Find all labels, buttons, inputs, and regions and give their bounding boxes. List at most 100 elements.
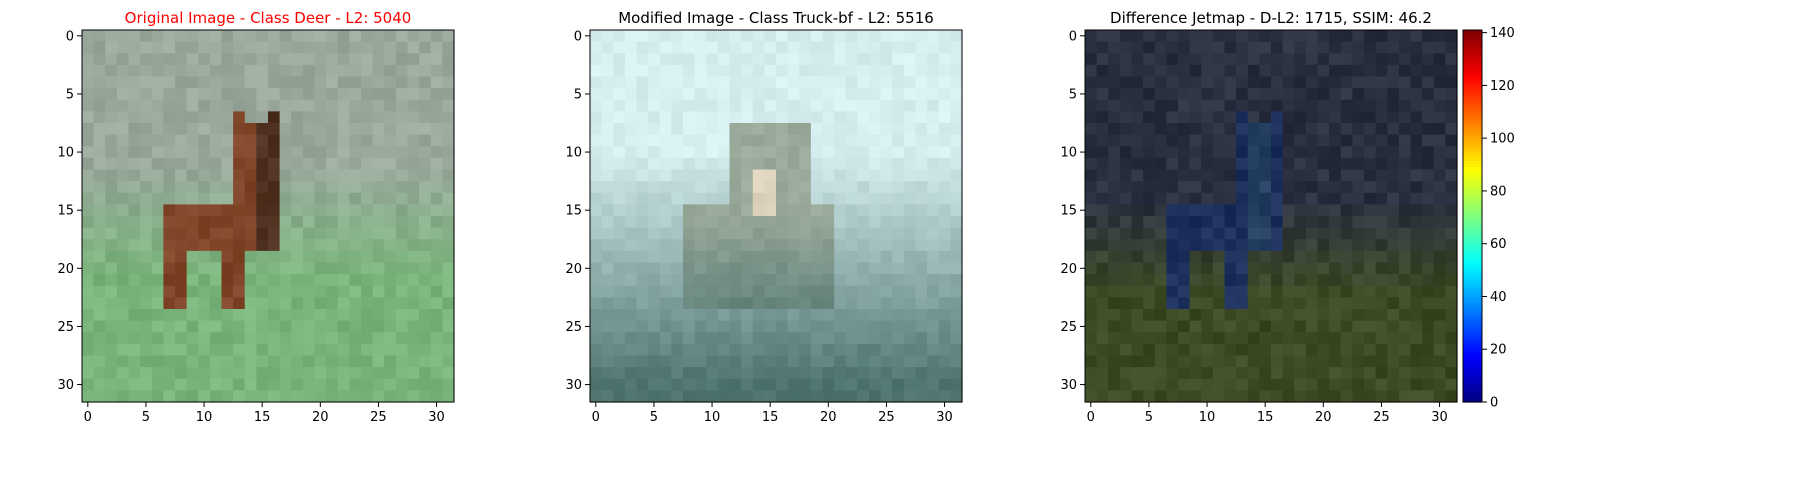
image-cell bbox=[671, 250, 684, 264]
image-cell bbox=[857, 76, 870, 89]
image-cell bbox=[915, 343, 928, 357]
image-cell bbox=[1271, 297, 1284, 310]
image-cell bbox=[869, 181, 882, 194]
image-cell bbox=[869, 343, 882, 357]
image-cell bbox=[869, 250, 882, 264]
image-cell bbox=[741, 76, 754, 89]
image-cell bbox=[1154, 285, 1167, 298]
image-cell bbox=[1305, 169, 1319, 182]
image-cell bbox=[1317, 285, 1330, 298]
image-cell bbox=[395, 285, 409, 298]
image-cell bbox=[302, 320, 316, 333]
image-cell bbox=[1201, 53, 1214, 66]
image-cell bbox=[419, 309, 432, 322]
image-cell bbox=[1236, 181, 1249, 194]
image-cell bbox=[1096, 320, 1109, 333]
image-cell bbox=[915, 157, 928, 171]
image-cell bbox=[938, 64, 951, 78]
image-cell bbox=[810, 192, 824, 205]
image-cell bbox=[1410, 64, 1423, 78]
image-cell bbox=[442, 88, 455, 101]
image-cell bbox=[279, 297, 292, 310]
image-cell bbox=[810, 204, 824, 217]
image-cell bbox=[384, 99, 397, 112]
image-cell bbox=[1445, 227, 1458, 240]
image-cell bbox=[671, 181, 684, 194]
image-cell bbox=[430, 262, 443, 275]
image-cell bbox=[1247, 169, 1260, 182]
image-cell bbox=[140, 378, 153, 391]
image-cell bbox=[624, 157, 638, 171]
image-cell bbox=[1247, 355, 1260, 368]
image-cell bbox=[1433, 99, 1446, 112]
image-cell bbox=[1108, 123, 1121, 136]
image-cell bbox=[1271, 146, 1284, 159]
image-cell bbox=[302, 309, 316, 322]
image-cell bbox=[349, 239, 362, 252]
image-cell bbox=[624, 332, 638, 345]
image-cell bbox=[186, 216, 199, 229]
image-cell bbox=[279, 367, 292, 380]
image-cell bbox=[268, 285, 281, 298]
image-cell bbox=[683, 332, 696, 345]
image-cell bbox=[845, 181, 858, 194]
image-cell bbox=[175, 157, 188, 171]
image-cell bbox=[1387, 99, 1400, 112]
image-cell bbox=[1189, 204, 1202, 217]
image-cell bbox=[741, 99, 754, 112]
image-cell bbox=[1422, 99, 1435, 112]
image-cell bbox=[1212, 332, 1226, 345]
image-cell bbox=[302, 99, 316, 112]
image-cell bbox=[221, 262, 234, 275]
image-cell bbox=[175, 216, 188, 229]
image-cell bbox=[314, 320, 327, 333]
image-cell bbox=[729, 216, 742, 229]
image-cell bbox=[1201, 320, 1214, 333]
image-cell bbox=[1271, 320, 1284, 333]
image-cell bbox=[1445, 320, 1458, 333]
image-cell bbox=[1178, 309, 1191, 322]
image-cell bbox=[659, 343, 672, 357]
image-cell bbox=[291, 64, 304, 78]
image-cell bbox=[198, 227, 211, 240]
image-cell bbox=[186, 169, 199, 182]
image-cell bbox=[752, 41, 765, 54]
image-cell bbox=[384, 227, 397, 240]
image-cell bbox=[845, 378, 858, 391]
image-cell bbox=[1085, 262, 1098, 275]
image-cell bbox=[915, 192, 928, 205]
image-cell bbox=[151, 297, 164, 310]
image-cell bbox=[706, 274, 719, 287]
image-cell bbox=[845, 53, 858, 66]
image-cell bbox=[1271, 123, 1284, 136]
image-cell bbox=[1364, 355, 1377, 368]
image-cell bbox=[105, 332, 118, 345]
image-cell bbox=[601, 390, 614, 403]
image-cell bbox=[279, 250, 292, 264]
y-tick-label: 15 bbox=[565, 204, 582, 219]
image-cell bbox=[105, 320, 118, 333]
image-cell bbox=[590, 239, 603, 252]
image-cell bbox=[938, 367, 951, 380]
image-cell bbox=[349, 181, 362, 194]
image-cell bbox=[764, 88, 777, 101]
image-cell bbox=[1433, 88, 1446, 101]
image-cell bbox=[1131, 204, 1144, 217]
image-cell bbox=[1294, 274, 1307, 287]
image-cell bbox=[244, 76, 257, 89]
image-cell bbox=[741, 88, 754, 101]
image-cell bbox=[1375, 30, 1388, 43]
image-cell bbox=[717, 169, 731, 182]
image-cell bbox=[1236, 262, 1249, 275]
image-cell bbox=[1410, 367, 1423, 380]
image-cell bbox=[1364, 181, 1377, 194]
image-cell bbox=[613, 157, 626, 171]
image-cell bbox=[903, 262, 917, 275]
image-cell bbox=[1387, 227, 1400, 240]
image-cell bbox=[407, 262, 420, 275]
image-cell bbox=[326, 390, 339, 403]
image-cell bbox=[1108, 216, 1121, 229]
image-cell bbox=[1143, 343, 1156, 357]
image-cell bbox=[268, 192, 281, 205]
image-cell bbox=[93, 320, 106, 333]
